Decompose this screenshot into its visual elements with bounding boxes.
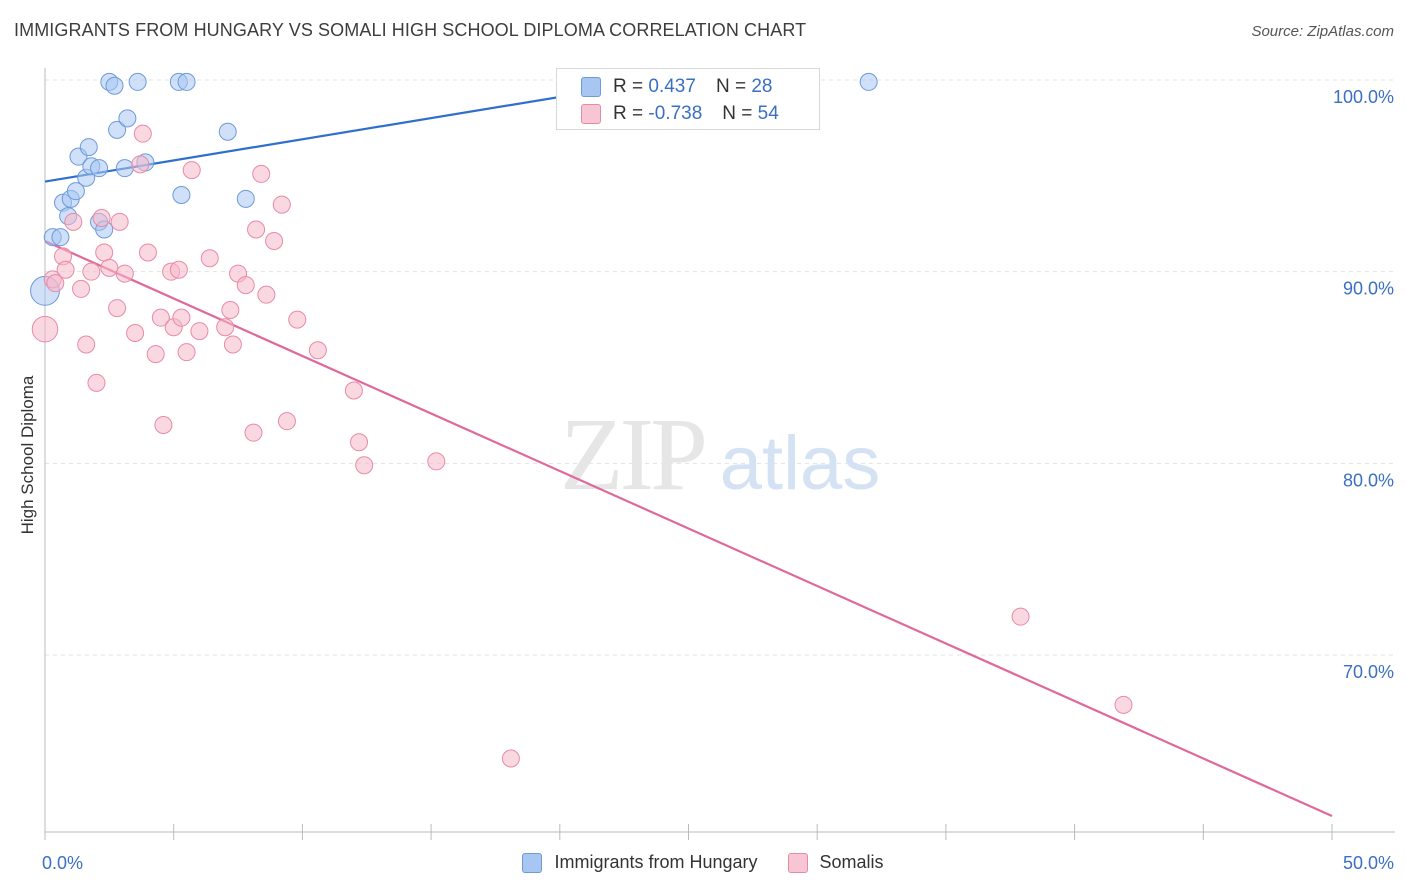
somalis-point [1011, 607, 1030, 626]
somalis-point [46, 274, 65, 293]
legend-swatch-hungary [581, 77, 601, 97]
hungary-point [218, 122, 237, 141]
hungary-point [177, 72, 196, 91]
somalis-point [344, 381, 363, 400]
somalis-point [154, 416, 173, 434]
watermark-atlas: atlas [720, 421, 881, 506]
legend-row-hungary: R = 0.437 N = 28 [581, 73, 772, 101]
somalis-point [247, 220, 266, 239]
legend-item-hungary: Immigrants from Hungary [522, 852, 758, 873]
somalis-point [115, 264, 134, 283]
somalis-point [146, 345, 165, 364]
legend-n-value: 54 [757, 103, 779, 124]
somalis-point [108, 299, 127, 318]
somalis-point [177, 343, 196, 362]
somalis-point [272, 195, 291, 214]
somalis-point [288, 310, 307, 329]
somalis-point [82, 262, 101, 281]
somalis-point [277, 412, 296, 431]
somalis-point [308, 341, 327, 360]
hungary-point [90, 159, 109, 178]
somalis-trend-line [44, 239, 1333, 818]
y-tick-label: 80.0% [1343, 470, 1394, 490]
correlation-legend: R = 0.437 N = 28 R = -0.738 N = 54 [556, 68, 820, 130]
legend-n-value: 28 [751, 76, 773, 97]
legend-swatch-somalis [787, 852, 808, 873]
somalis-point [355, 456, 374, 475]
somalis-point [244, 423, 263, 442]
x-tick-label: 50.0% [1343, 853, 1394, 873]
somalis-point [100, 258, 119, 277]
somalis-point [77, 335, 96, 354]
tick-labels: 70.0% 80.0% 90.0% 100.0% 0.0% 50.0% [42, 87, 1394, 873]
somalis-point [1114, 695, 1133, 714]
legend-swatch-somalis [581, 104, 601, 124]
axes [44, 68, 1395, 840]
somalis-point [190, 322, 209, 341]
somalis-point [252, 164, 271, 183]
legend-label-hungary: Immigrants from Hungary [554, 852, 758, 872]
somalis-point [126, 324, 145, 342]
gridlines [45, 79, 1395, 656]
somalis-point [87, 373, 106, 392]
source-note: Source: ZipAtlas.com [1251, 23, 1394, 40]
hungary-point [118, 109, 137, 128]
somalis-point [172, 308, 191, 327]
series-legend: Immigrants from Hungary Somalis [0, 852, 1406, 873]
somalis-point [223, 335, 242, 354]
somalis-point [200, 249, 219, 268]
somalis-point [169, 260, 188, 279]
somalis-point [138, 243, 157, 262]
y-tick-label: 70.0% [1343, 662, 1394, 682]
somalis-point [221, 301, 240, 319]
somalis-point [31, 315, 59, 343]
legend-row-somalis: R = -0.738 N = 54 [581, 100, 779, 128]
somalis-point [427, 452, 446, 471]
hungary-point [859, 72, 878, 91]
somalis-point [350, 433, 369, 452]
somalis-point [92, 209, 111, 227]
hungary-point [79, 138, 98, 157]
hungary-point [51, 228, 70, 247]
y-tick-label: 100.0% [1333, 87, 1394, 107]
hungary-point [66, 182, 85, 201]
somalis-point [131, 155, 150, 174]
hungary-point [236, 189, 255, 208]
data-points [30, 72, 1133, 768]
y-tick-label: 90.0% [1343, 279, 1394, 299]
somalis-point [72, 279, 91, 298]
somalis-point [265, 232, 284, 250]
hungary-point [108, 120, 127, 139]
watermark: ZIP atlas [560, 397, 880, 512]
somalis-point [133, 124, 152, 143]
somalis-point [56, 260, 75, 279]
chart-title: IMMIGRANTS FROM HUNGARY VS SOMALI HIGH S… [14, 20, 807, 40]
hungary-point [105, 76, 124, 95]
hungary-point [172, 186, 191, 204]
legend-label-somalis: Somalis [819, 852, 884, 872]
legend-swatch-hungary [522, 852, 543, 873]
legend-n-label: N = [722, 103, 753, 124]
somalis-point [501, 749, 520, 768]
somalis-point [64, 212, 83, 231]
somalis-point [236, 276, 255, 295]
y-axis-label: High School Diploma [18, 375, 37, 535]
hungary-point [115, 159, 134, 178]
x-tick-label: 0.0% [42, 853, 83, 873]
somalis-point [257, 285, 276, 304]
legend-r-label: R = [613, 103, 644, 124]
legend-n-label: N = [715, 76, 747, 97]
somalis-point [110, 212, 129, 231]
somalis-point [95, 243, 114, 262]
legend-r-value: -0.738 [648, 103, 703, 124]
legend-item-somalis: Somalis [787, 852, 884, 873]
legend-r-value: 0.437 [648, 76, 696, 97]
somalis-point [151, 308, 170, 327]
watermark-zip: ZIP [560, 397, 704, 512]
hungary-point [128, 72, 147, 91]
somalis-point [216, 318, 235, 337]
legend-r-label: R = [613, 76, 644, 97]
somalis-point [182, 161, 201, 180]
